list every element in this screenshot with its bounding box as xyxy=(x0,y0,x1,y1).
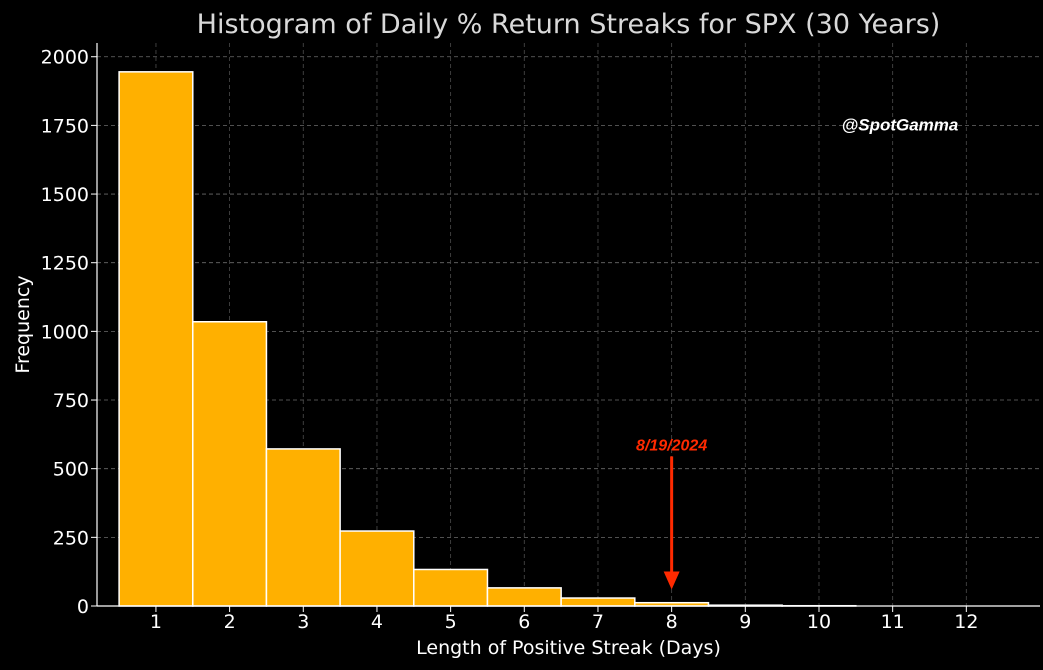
bar-3 xyxy=(265,448,341,607)
y-tick-label: 1750 xyxy=(41,115,89,137)
x-tick-label: 10 xyxy=(807,611,831,633)
x-tick-label: 4 xyxy=(371,611,383,633)
bar-6 xyxy=(486,587,562,607)
x-axis-label: Length of Positive Streak (Days) xyxy=(416,637,721,659)
bar-2 xyxy=(192,321,268,607)
annotation: 8/19/2024 xyxy=(636,437,707,590)
x-tick-label: 9 xyxy=(739,611,751,633)
x-tick-label: 2 xyxy=(224,611,236,633)
x-tick-label: 11 xyxy=(881,611,905,633)
bars xyxy=(118,71,857,607)
bar-7 xyxy=(560,597,636,607)
y-tick-label: 0 xyxy=(77,596,89,618)
bar-1 xyxy=(118,71,194,607)
y-axis-label: Frequency xyxy=(12,275,34,373)
x-tick-label: 3 xyxy=(297,611,309,633)
y-tick-label: 2000 xyxy=(41,47,89,69)
annotation-arrow-head xyxy=(663,571,680,590)
axes xyxy=(91,43,1040,612)
chart-title: Histogram of Daily % Return Streaks for … xyxy=(197,9,941,40)
annotation-label: 8/19/2024 xyxy=(636,437,707,454)
y-tick-label: 250 xyxy=(53,527,89,549)
x-tick-label: 5 xyxy=(445,611,457,633)
y-tick-label: 500 xyxy=(53,459,89,481)
x-tick-label: 8 xyxy=(666,611,678,633)
y-tick-label: 1000 xyxy=(41,321,89,343)
bar-4 xyxy=(339,530,415,607)
bar-5 xyxy=(413,568,489,607)
x-tick-label: 7 xyxy=(592,611,604,633)
watermark-label: @SpotGamma xyxy=(842,115,959,134)
y-tick-label: 1500 xyxy=(41,184,89,206)
x-tick-label: 6 xyxy=(518,611,530,633)
x-tick-label: 12 xyxy=(954,611,978,633)
y-tick-label: 750 xyxy=(53,390,89,412)
y-tick-label: 1250 xyxy=(41,253,89,275)
x-tick-label: 1 xyxy=(150,611,162,633)
